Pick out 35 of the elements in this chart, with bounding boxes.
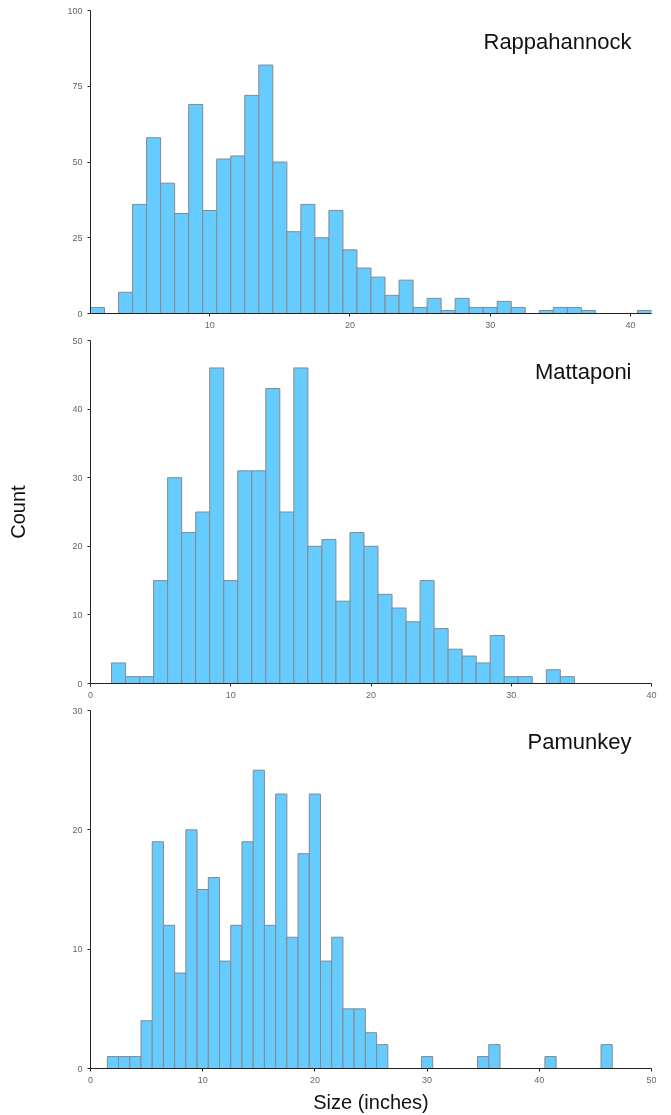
x-axis-title: Size (inches) [313,1090,429,1113]
text: Rappahannock [483,28,633,54]
x-tick-label: 20 [309,1074,320,1085]
x-tick-label: 40 [534,1074,545,1085]
x-tick-label: 20 [365,689,377,700]
y-tick-label: 10 [72,609,83,620]
x-tick-label: 50 [646,1074,657,1085]
x-tick-label: 30 [422,1074,433,1085]
x-tick-label: 40 [646,689,657,700]
text: Pamunkey [527,728,632,754]
y-tick-label: 0 [77,1063,83,1074]
x-tick-label: 10 [225,689,236,700]
text: Mattaponi [534,358,632,384]
y-tick-label: 30 [72,472,83,483]
y-tick-label: 20 [72,541,83,552]
y-tick-label: 50 [72,335,83,346]
x-tick-label: 40 [625,319,636,330]
x-tick-label: 20 [344,319,355,330]
y-tick-label: 0 [77,678,83,689]
x-tick-label: 10 [204,319,215,330]
y-tick-label: 0 [77,308,83,319]
y-tick-label: 10 [72,944,83,955]
y-axis-title: Count [7,484,30,539]
y-tick-label: 20 [72,824,83,835]
y-tick-label: 75 [72,81,83,92]
x-tick-label: 30 [485,319,496,330]
y-tick-label: 50 [72,157,83,167]
x-tick-label: 10 [197,1074,208,1085]
y-tick-label: 40 [72,404,83,415]
x-tick-label: 0 [88,689,94,700]
y-tick-label: 30 [72,705,83,716]
x-tick-label: 0 [88,1074,94,1085]
x-tick-label: 30 [506,689,517,700]
y-tick-label: 25 [72,232,83,243]
y-tick-label: 100 [67,5,83,16]
